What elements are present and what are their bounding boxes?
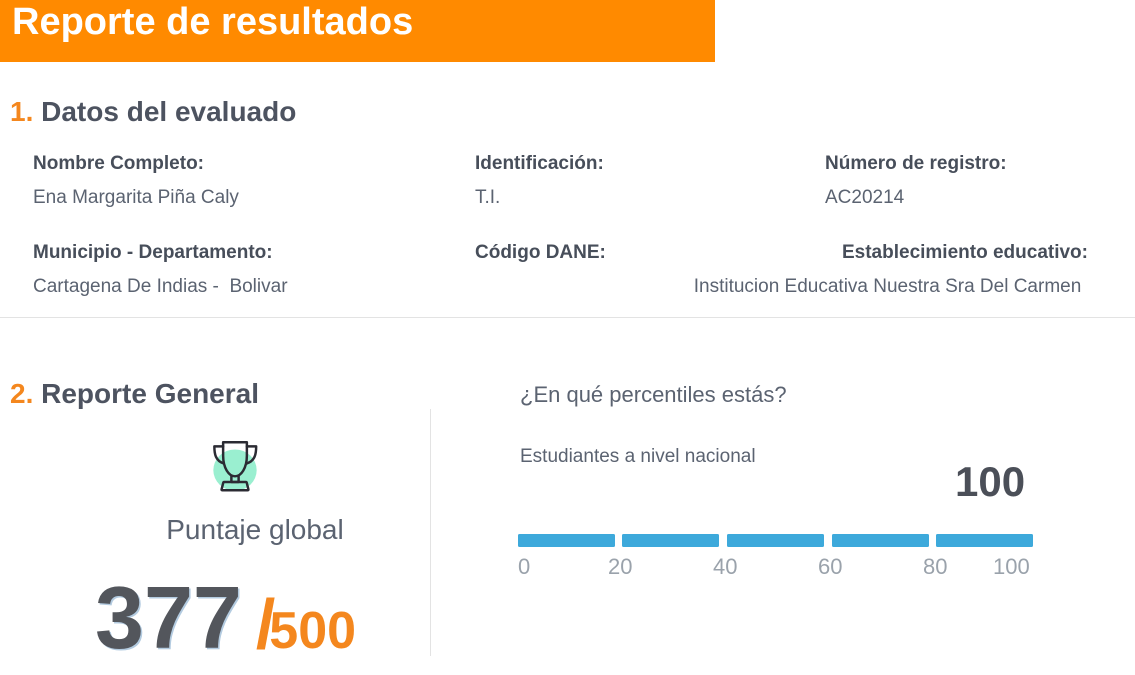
svg-text:20: 20 xyxy=(608,554,632,579)
svg-text:100: 100 xyxy=(993,554,1030,579)
svg-text:80: 80 xyxy=(923,554,947,579)
svg-text:60: 60 xyxy=(818,554,842,579)
svg-text:0: 0 xyxy=(518,554,530,579)
svg-text:40: 40 xyxy=(713,554,737,579)
